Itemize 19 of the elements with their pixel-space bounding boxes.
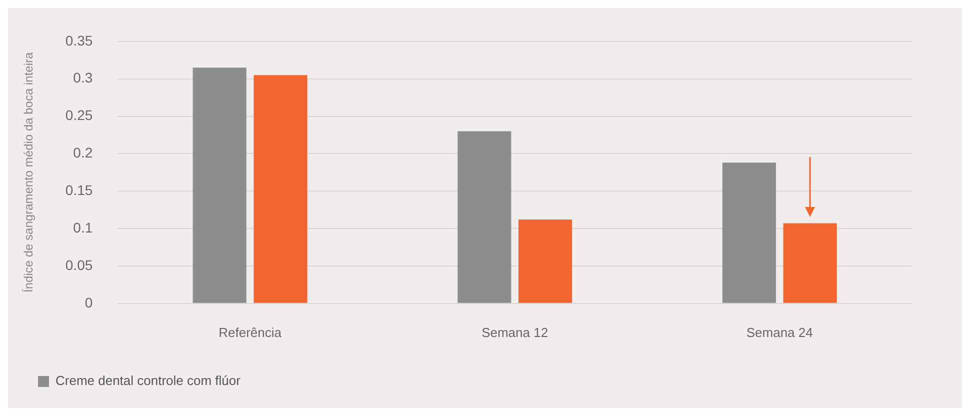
y-tick-label: 0.3 bbox=[73, 70, 93, 86]
x-tick-label: Referência bbox=[218, 324, 282, 340]
y-tick-label: 0.1 bbox=[73, 219, 93, 236]
y-tick-label: 0.05 bbox=[65, 256, 93, 273]
y-tick-label: 0 bbox=[84, 294, 93, 310]
bar bbox=[783, 223, 837, 303]
bar bbox=[518, 220, 572, 303]
bar bbox=[254, 75, 308, 303]
bar bbox=[722, 162, 776, 303]
y-tick-label: 0.25 bbox=[65, 107, 93, 124]
y-tick-label: 0.35 bbox=[65, 32, 93, 48]
y-tick-label: 0.15 bbox=[65, 182, 93, 198]
x-tick-label: Semana 24 bbox=[746, 324, 813, 340]
bar bbox=[192, 68, 246, 303]
y-tick-label: 0.2 bbox=[73, 144, 93, 161]
legend-label: Creme dental controle com flúor bbox=[56, 373, 242, 388]
y-axis-title: Índice de sangramento médio da boca inteira bbox=[22, 52, 36, 292]
bar bbox=[458, 131, 512, 303]
x-tick-label: Semana 12 bbox=[482, 324, 548, 340]
